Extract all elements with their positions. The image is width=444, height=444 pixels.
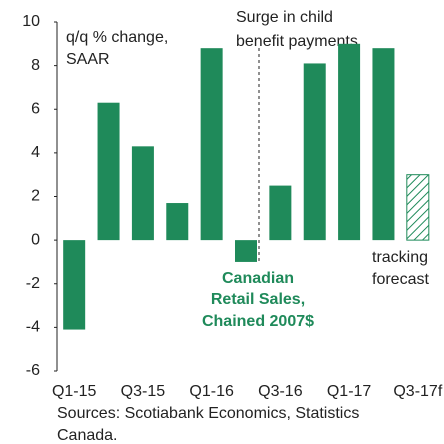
y-tick-label: 2 bbox=[31, 188, 40, 205]
annotation: Surge in child bbox=[236, 9, 333, 26]
bar bbox=[97, 102, 120, 241]
axis-label: SAAR bbox=[66, 51, 110, 68]
x-tick-label: Q1-16 bbox=[189, 383, 234, 400]
y-tick-label: 8 bbox=[31, 57, 40, 74]
bar bbox=[131, 146, 154, 241]
bar bbox=[235, 240, 257, 262]
x-tick-label: Q3-16 bbox=[258, 383, 303, 400]
bar bbox=[63, 240, 86, 330]
y-tick-label: -2 bbox=[26, 275, 40, 292]
axis-label: q/q % change, bbox=[66, 29, 168, 46]
bar bbox=[372, 48, 395, 241]
series-label: Retail Sales, bbox=[211, 291, 305, 308]
bar bbox=[338, 43, 361, 241]
bar bbox=[166, 203, 189, 241]
source: Sources: Scotiabank Economics, Statistic… bbox=[57, 405, 359, 422]
y-tick-label: -6 bbox=[26, 362, 40, 379]
bar bbox=[303, 63, 326, 241]
y-tick-label: 10 bbox=[22, 13, 40, 30]
y-tick-label: 6 bbox=[31, 100, 40, 117]
y-tick-label: 0 bbox=[31, 231, 40, 248]
bar bbox=[269, 185, 292, 241]
x-tick-label: Q1-15 bbox=[52, 383, 97, 400]
source: Canada. bbox=[57, 427, 118, 444]
series-label: Canadian bbox=[222, 270, 294, 287]
y-tick-label: -4 bbox=[26, 319, 40, 336]
annotation: forecast bbox=[372, 271, 429, 288]
annotation: benefit payments bbox=[236, 33, 358, 50]
bar bbox=[200, 48, 223, 241]
x-tick-label: Q3-15 bbox=[121, 383, 166, 400]
series-label: Chained 2007$ bbox=[202, 313, 314, 330]
bar bbox=[406, 174, 430, 241]
x-tick-label: Q1-17 bbox=[327, 383, 372, 400]
y-tick-label: 4 bbox=[31, 144, 40, 161]
annotation: tracking bbox=[372, 249, 428, 266]
x-tick-label: Q3-17f bbox=[393, 383, 442, 400]
